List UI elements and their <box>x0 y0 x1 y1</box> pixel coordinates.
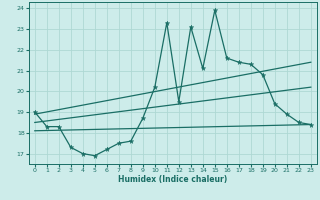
X-axis label: Humidex (Indice chaleur): Humidex (Indice chaleur) <box>118 175 228 184</box>
